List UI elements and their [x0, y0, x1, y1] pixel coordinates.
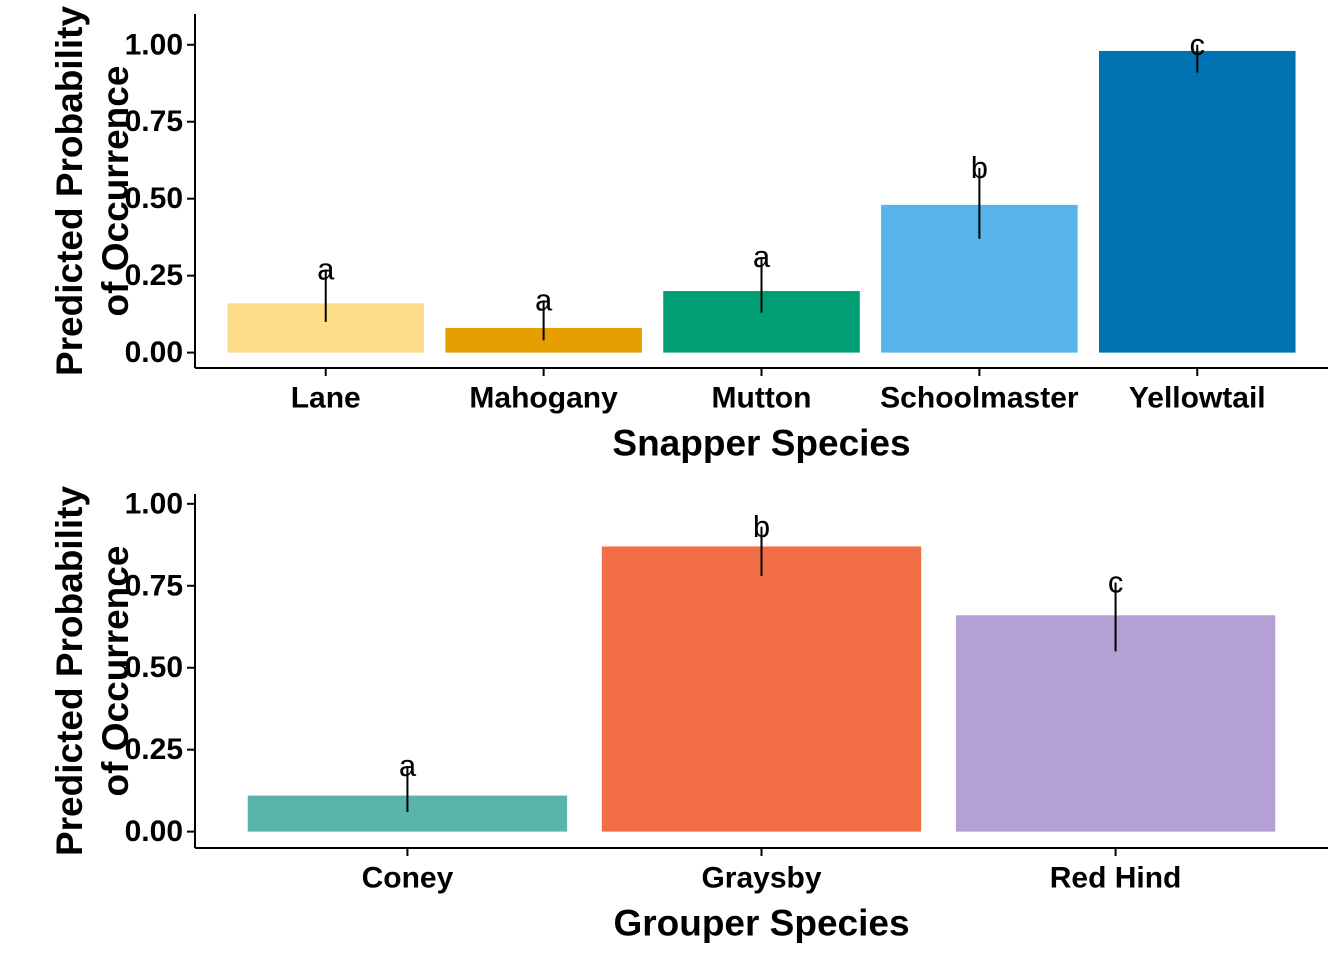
x-tick-label: Lane [291, 382, 361, 415]
y-tick-label: 0.75 [125, 105, 183, 138]
snapper-panel: 0.00 0.25 0.50 0.75 1.00 a Lane a Mahogany a Mutto… [49, 6, 1328, 464]
bar [1099, 50, 1296, 353]
significance-letter: a [317, 251, 335, 286]
significance-letter: c [1108, 565, 1124, 600]
y-tick-label: 0.50 [125, 182, 183, 215]
grouper-panel: 0.00 0.25 0.50 0.75 1.00 a Coney b Graysby c Red H… [49, 486, 1328, 944]
y-tick-label: 1.00 [125, 28, 183, 61]
x-tick-label: Red Hind [1050, 862, 1182, 895]
significance-letter: c [1190, 27, 1206, 62]
y-tick-label: 0.50 [125, 651, 183, 684]
x-tick-label: Mutton [712, 382, 812, 415]
y-axis-title-line: Predicted Probability [49, 486, 90, 857]
significance-letter: b [971, 150, 988, 185]
y-tick-label: 0.00 [125, 815, 183, 848]
y-tick-label: 0.25 [125, 259, 183, 292]
y-axis-title: Predicted Probability of Occurrence [49, 486, 136, 857]
significance-letter: a [399, 748, 417, 783]
x-tick-label: Mahogany [469, 382, 618, 415]
bar [601, 546, 922, 832]
y-axis-title: Predicted Probability of Occurrence [49, 6, 136, 377]
significance-letter: a [753, 239, 771, 274]
y-tick-label: 1.00 [125, 487, 183, 520]
x-axis-title: Grouper Species [613, 903, 909, 944]
y-axis-title-line: Predicted Probability [49, 6, 90, 377]
x-tick-label: Yellowtail [1129, 382, 1266, 415]
y-axis-title-line: of Occurrence [95, 546, 136, 797]
x-axis-title: Snapper Species [612, 423, 910, 464]
y-tick-label: 0.75 [125, 569, 183, 602]
x-tick-label: Graysby [701, 862, 821, 895]
x-tick-label: Schoolmaster [880, 382, 1079, 415]
y-tick-label: 0.25 [125, 733, 183, 766]
significance-letter: b [753, 509, 770, 544]
significance-letter: a [535, 282, 553, 317]
y-tick-label: 0.00 [125, 336, 183, 369]
x-tick-label: Coney [362, 862, 454, 895]
y-axis-title-line: of Occurrence [95, 66, 136, 317]
